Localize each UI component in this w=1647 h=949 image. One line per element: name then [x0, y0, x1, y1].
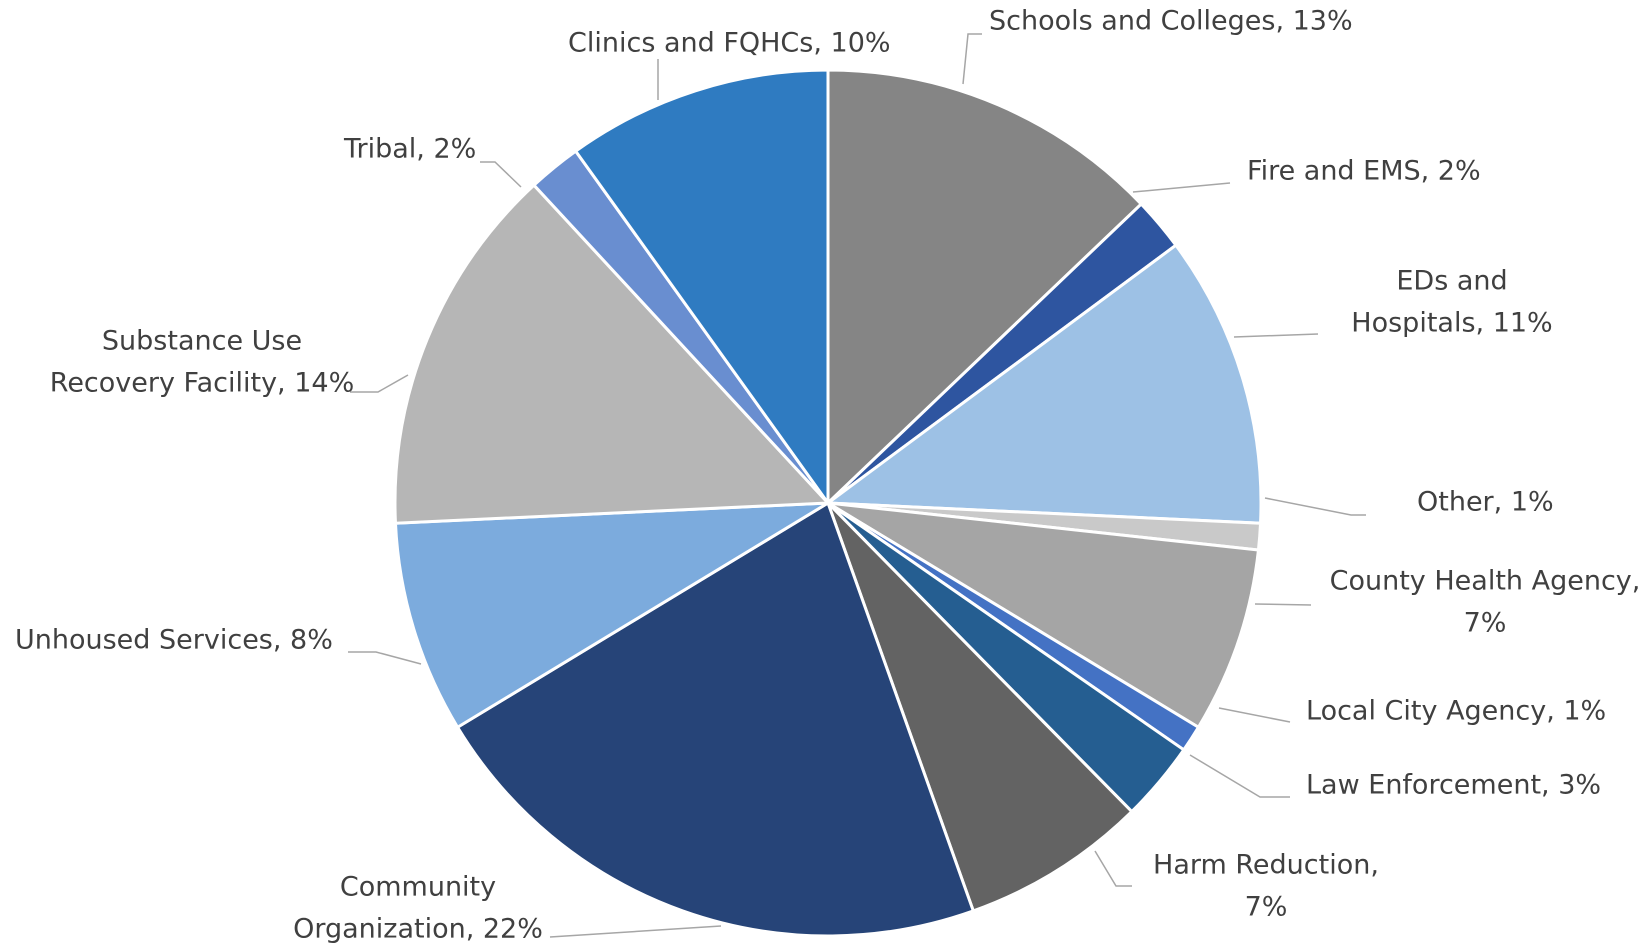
- data-label-line: Harm Reduction,: [1153, 850, 1379, 881]
- leader-line-local-city-agency: [1218, 707, 1291, 723]
- data-label-line: Substance Use: [102, 326, 302, 357]
- data-label-line: Unhoused Services, 8%: [15, 625, 333, 656]
- pie-slice-community-organization: [455, 500, 976, 938]
- leader-line-community-organization: [549, 925, 722, 938]
- data-label-fire-and-ems: Fire and EMS, 2%: [1247, 156, 1481, 187]
- pie-slice-clinics-and-fqhcs: [573, 68, 830, 508]
- pie-slice-unhoused-services: [393, 501, 829, 730]
- data-label-line: 7%: [1464, 608, 1507, 639]
- data-label-county-health-agency: County Health Agency, 7%: [1330, 566, 1641, 639]
- data-label-schools-and-colleges: Schools and Colleges, 13%: [989, 6, 1353, 37]
- data-label-line: Fire and EMS, 2%: [1247, 156, 1481, 187]
- leader-line-tribal: [480, 161, 522, 188]
- data-label-substance-use-recovery-facility: Substance Use Recovery Facility, 14%: [50, 326, 354, 399]
- pie-slices: [393, 68, 1263, 938]
- pie-slice-harm-reduction: [826, 501, 1134, 913]
- leader-line-county-health-agency: [1254, 603, 1312, 606]
- pie-slice-county-health-agency: [827, 501, 1261, 730]
- data-label-line: Clinics and FQHCs, 10%: [568, 28, 891, 59]
- data-label-line: Law Enforcement, 3%: [1306, 770, 1601, 801]
- data-label-community-organization: Community Organization, 22%: [293, 872, 543, 945]
- data-label-line: Other, 1%: [1417, 487, 1554, 518]
- data-label-unhoused-services: Unhoused Services, 8%: [15, 625, 333, 656]
- leader-line-other: [1264, 497, 1366, 516]
- data-label-line: Hospitals, 11%: [1351, 308, 1552, 339]
- leader-line-fire-and-ems: [1132, 182, 1231, 193]
- leader-line-harm-reduction: [1094, 850, 1132, 887]
- leader-line-substance-use-recovery-facility: [350, 374, 409, 393]
- data-label-eds-and-hospitals: EDs and Hospitals, 11%: [1351, 266, 1552, 339]
- data-label-harm-reduction: Harm Reduction, 7%: [1153, 850, 1379, 923]
- leader-lines: [348, 33, 1366, 938]
- leader-line-eds-and-hospitals: [1233, 333, 1319, 338]
- data-label-line: 7%: [1245, 892, 1288, 923]
- data-label-other: Other, 1%: [1417, 487, 1554, 518]
- leader-line-unhoused-services: [348, 651, 422, 665]
- data-label-law-enforcement: Law Enforcement, 3%: [1306, 770, 1601, 801]
- data-label-line: EDs and: [1396, 266, 1507, 297]
- data-label-line: Tribal, 2%: [343, 134, 476, 165]
- data-labels: Schools and Colleges, 13% Fire and EMS, 2…: [15, 6, 1640, 945]
- data-label-clinics-and-fqhcs: Clinics and FQHCs, 10%: [568, 28, 891, 59]
- pie-slice-substance-use-recovery-facility: [393, 183, 832, 525]
- data-label-line: Organization, 22%: [293, 914, 543, 945]
- leader-line-law-enforcement: [1189, 754, 1290, 798]
- data-label-line: Community: [340, 872, 496, 903]
- data-label-local-city-agency: Local City Agency, 1%: [1306, 696, 1606, 727]
- data-label-line: Schools and Colleges, 13%: [989, 6, 1353, 37]
- pie-slice-eds-and-hospitals: [823, 243, 1263, 525]
- data-label-line: Recovery Facility, 14%: [50, 368, 354, 399]
- data-label-line: County Health Agency,: [1330, 566, 1641, 597]
- data-label-line: Local City Agency, 1%: [1306, 696, 1606, 727]
- pie-slice-schools-and-colleges: [826, 68, 1144, 507]
- data-label-tribal: Tribal, 2%: [343, 134, 476, 165]
- leader-line-schools-and-colleges: [962, 33, 982, 85]
